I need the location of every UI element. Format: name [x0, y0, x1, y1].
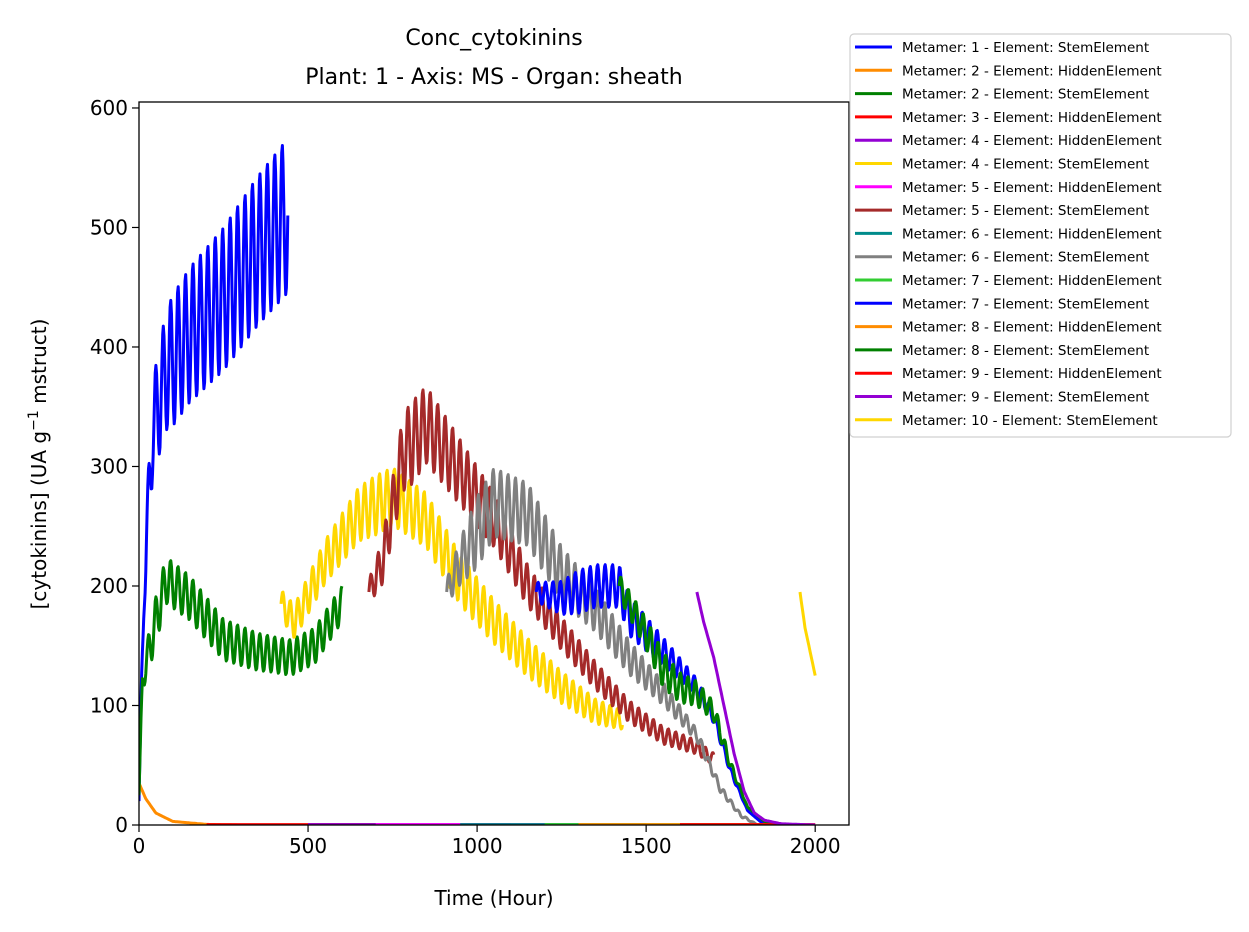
x-tick-label: 2000: [790, 834, 841, 858]
x-tick-label: 0: [133, 834, 146, 858]
series-line-1: [139, 144, 290, 802]
y-tick-label: 200: [90, 574, 128, 598]
legend-label: Metamer: 7 - Element: StemElement: [902, 296, 1149, 312]
legend-label: Metamer: 4 - Element: HiddenElement: [902, 133, 1162, 149]
legend-label: Metamer: 1 - Element: StemElement: [902, 40, 1149, 56]
legend-label: Metamer: 10 - Element: StemElement: [902, 413, 1158, 429]
series-line-17: [798, 591, 817, 676]
legend-label: Metamer: 5 - Element: StemElement: [902, 203, 1149, 219]
y-tick-label: 500: [90, 215, 128, 239]
chart-subtitle: Plant: 1 - Axis: MS - Organ: sheath: [305, 65, 682, 90]
legend-label: Metamer: 8 - Element: HiddenElement: [902, 320, 1162, 336]
series-line-6: [279, 467, 624, 731]
x-axis: 0 500 1000 1500 2000: [133, 825, 841, 858]
y-axis-label: [cytokinins] (UA g−1 mstruct): [26, 319, 51, 610]
plot-frame: [138, 101, 850, 826]
legend-label: Metamer: 5 - Element: HiddenElement: [902, 180, 1162, 196]
x-tick-label: 1000: [452, 834, 503, 858]
legend-label: Metamer: 8 - Element: StemElement: [902, 343, 1149, 359]
y-tick-label: 100: [90, 693, 128, 717]
y-tick-label: 600: [90, 96, 128, 120]
legend-label: Metamer: 4 - Element: StemElement: [902, 157, 1149, 173]
legend-box: [849, 33, 1232, 438]
y-axis: 0 100 200 300 400 500 600: [90, 96, 139, 837]
series-line-10: [445, 468, 759, 825]
y-tick-label: 300: [90, 454, 128, 478]
legend-label: Metamer: 9 - Element: StemElement: [902, 390, 1149, 406]
series-line-3: [139, 559, 344, 796]
legend-label: Metamer: 3 - Element: HiddenElement: [902, 110, 1162, 126]
legend-label: Metamer: 2 - Element: StemElement: [902, 87, 1149, 103]
legend-label: Metamer: 7 - Element: HiddenElement: [902, 273, 1162, 289]
legend-label: Metamer: 9 - Element: HiddenElement: [902, 366, 1162, 382]
series-line-16: [695, 591, 816, 825]
series-line-14: [617, 575, 776, 825]
y-tick-label: 400: [90, 335, 128, 359]
x-tick-label: 500: [289, 834, 327, 858]
legend-label: Metamer: 6 - Element: StemElement: [902, 250, 1149, 266]
chart-title: Conc_cytokinins: [405, 26, 582, 51]
legend: Metamer: 1 - Element: StemElement Metamer…: [849, 33, 1232, 438]
x-axis-label: Time (Hour): [433, 886, 553, 910]
series-line-8: [367, 388, 716, 764]
x-tick-label: 1500: [621, 834, 672, 858]
y-tick-label: 0: [115, 813, 128, 837]
legend-label: Metamer: 2 - Element: HiddenElement: [902, 63, 1162, 79]
legend-label: Metamer: 6 - Element: HiddenElement: [902, 226, 1162, 242]
